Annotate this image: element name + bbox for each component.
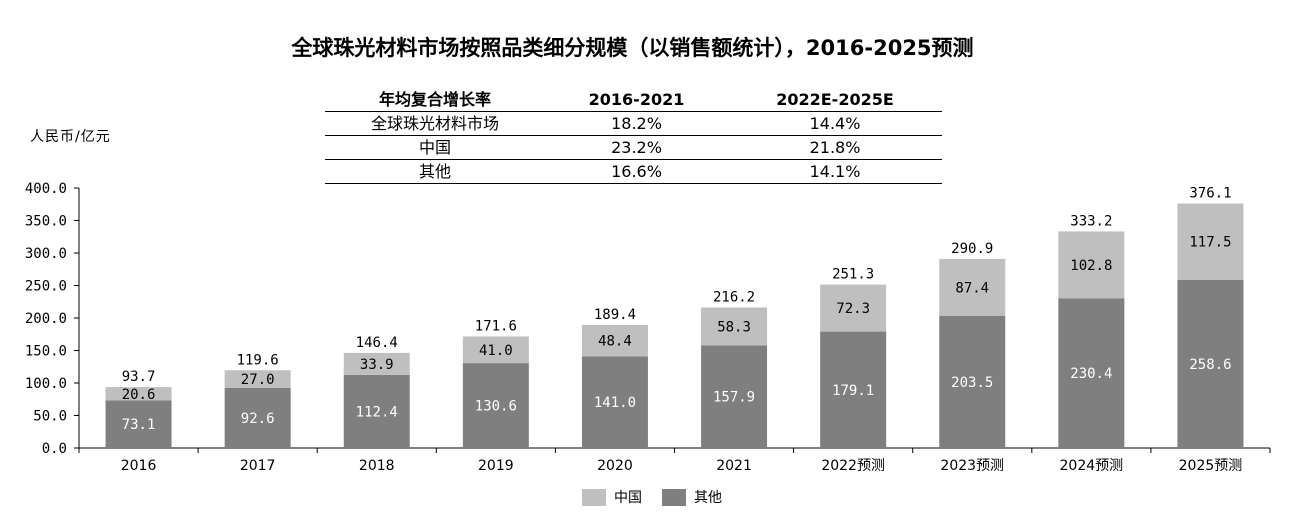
data-label-china: 102.8: [1070, 258, 1112, 274]
x-tick-label: 2016: [121, 458, 157, 474]
data-label-total: 290.9: [951, 241, 993, 257]
y-tick-label: 350.0: [25, 214, 67, 230]
cagr-row-china: 中国 23.2% 21.8%: [325, 135, 942, 160]
y-tick-label: 100.0: [25, 376, 67, 392]
cagr-row-label: 全球珠光材料市场: [325, 111, 545, 136]
data-label-china: 41.0: [479, 343, 513, 359]
y-tick-label: 300.0: [25, 246, 67, 262]
data-label-other: 130.6: [475, 399, 517, 415]
bar-segment-china: [105, 387, 172, 401]
legend-swatch-china: [582, 488, 606, 506]
y-tick-label: 400.0: [25, 181, 67, 197]
cagr-value: 18.2%: [545, 111, 728, 136]
cagr-row-label: 其他: [325, 159, 545, 184]
y-tick-label: 150.0: [25, 344, 67, 360]
cagr-value: 21.8%: [728, 135, 942, 160]
legend-label-china: 中国: [614, 490, 642, 506]
y-tick-label: 250.0: [25, 279, 67, 295]
cagr-value: 14.4%: [728, 111, 942, 136]
data-label-china: 20.6: [122, 387, 156, 403]
y-tick-label: 200.0: [25, 311, 67, 327]
label-layer: 73.1 20.6 93.7 2016 92.6 27.0 119.6 2017 112.4 33…: [121, 186, 1243, 474]
bar-segment-other: [581, 356, 648, 448]
legend-label-other: 其他: [694, 490, 722, 506]
bar-segment-china: [701, 307, 768, 346]
bar-layer: [105, 203, 1244, 448]
data-label-china: 87.4: [955, 280, 989, 296]
cagr-value: 16.6%: [545, 159, 728, 184]
x-tick-label: 2020: [597, 458, 633, 474]
data-label-china: 58.3: [717, 319, 751, 335]
cagr-table: 年均复合增长率 2016-2021 2022E-2025E 全球珠光材料市场 1…: [325, 88, 942, 184]
bar-segment-china: [939, 258, 1006, 316]
bar-segment-china: [462, 336, 529, 364]
data-label-total: 333.2: [1070, 213, 1112, 229]
data-label-other: 203.5: [951, 375, 993, 391]
bar-segment-other: [224, 387, 291, 448]
cagr-table-header-row: 年均复合增长率 2016-2021 2022E-2025E: [325, 88, 942, 112]
cagr-row-global: 全球珠光材料市场 18.2% 14.4%: [325, 111, 942, 136]
x-tick-label: 2019: [478, 458, 514, 474]
data-label-china: 33.9: [360, 357, 394, 373]
data-label-china: 117.5: [1189, 235, 1231, 251]
bar-segment-other: [462, 363, 529, 448]
data-label-other: 73.1: [122, 417, 156, 433]
cagr-value: 23.2%: [545, 135, 728, 160]
bar-segment-china: [1177, 203, 1244, 280]
data-label-total: 171.6: [475, 318, 517, 334]
data-label-other: 92.6: [241, 411, 275, 427]
bar-segment-other: [1058, 298, 1125, 448]
bar-segment-other: [939, 315, 1006, 448]
data-label-total: 189.4: [594, 307, 636, 323]
legend-item-other: 其他: [662, 487, 722, 507]
chart-title: 全球珠光材料市场按照品类细分规模（以销售额统计），2016-2025预测: [291, 36, 974, 60]
x-tick-label: 2024预测: [1060, 458, 1124, 474]
data-label-china: 48.4: [598, 334, 632, 350]
data-label-total: 251.3: [832, 267, 874, 283]
legend-item-china: 中国: [582, 487, 642, 507]
data-label-other: 157.9: [713, 390, 755, 406]
bar-segment-other: [343, 374, 410, 448]
y-tick-label: 50.0: [33, 409, 67, 425]
cagr-row-label: 中国: [325, 135, 545, 160]
data-label-other: 179.1: [832, 383, 874, 399]
bar-segment-other: [820, 331, 887, 448]
data-label-china: 27.0: [241, 372, 275, 388]
legend-swatch-other: [662, 488, 686, 506]
x-tick-label: 2018: [359, 458, 395, 474]
cagr-value: 14.1%: [728, 159, 942, 184]
data-label-total: 93.7: [122, 369, 156, 385]
cagr-header-label: 年均复合增长率: [325, 88, 545, 112]
data-label-other: 258.6: [1189, 357, 1231, 373]
bar-segment-china: [343, 352, 410, 375]
data-label-total: 216.2: [713, 289, 755, 305]
cagr-header-period-1: 2016-2021: [545, 88, 728, 112]
bar-segment-china: [820, 284, 887, 332]
data-label-other: 230.4: [1070, 366, 1112, 382]
x-tick-label: 2022预测: [821, 458, 885, 474]
bar-segment-other: [1177, 279, 1244, 448]
bar-segment-other: [105, 400, 172, 448]
cagr-header-period-2: 2022E-2025E: [728, 88, 942, 112]
bar-segment-china: [1058, 231, 1125, 299]
data-label-china: 72.3: [836, 301, 870, 317]
y-axis-unit-label: 人民币/亿元: [30, 129, 111, 145]
x-tick-label: 2017: [240, 458, 276, 474]
y-tick-label: 0.0: [42, 441, 67, 457]
bar-segment-china: [224, 370, 291, 388]
data-label-other: 112.4: [356, 404, 398, 420]
bar-segment-other: [701, 345, 768, 448]
data-label-total: 119.6: [237, 352, 279, 368]
data-label-other: 141.0: [594, 395, 636, 411]
data-label-total: 146.4: [356, 335, 398, 351]
data-label-total: 376.1: [1189, 186, 1231, 202]
cagr-row-other: 其他 16.6% 14.1%: [325, 159, 942, 184]
x-tick-label: 2021: [716, 458, 752, 474]
bar-segment-china: [581, 324, 648, 357]
x-tick-label: 2023预测: [940, 458, 1004, 474]
x-tick-label: 2025预测: [1179, 458, 1243, 474]
